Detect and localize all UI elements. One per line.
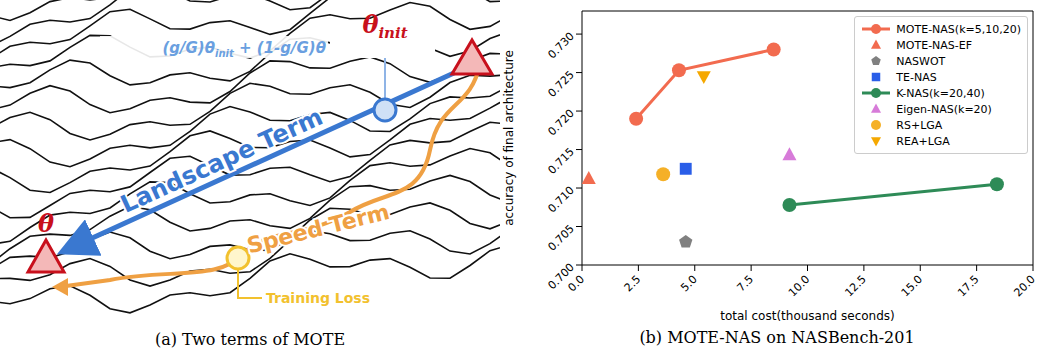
svg-text:5.0: 5.0 bbox=[678, 273, 700, 295]
svg-text:10.0: 10.0 bbox=[786, 273, 813, 300]
html-text:RS+LGA: RS+LGA bbox=[896, 118, 943, 132]
svg-text:7.5: 7.5 bbox=[735, 273, 757, 295]
svg-text:0.715: 0.715 bbox=[545, 145, 576, 176]
svg-text:0.705: 0.705 bbox=[545, 222, 576, 253]
html-text:Eigen-NAS(k=20): Eigen-NAS(k=20) bbox=[896, 102, 992, 116]
svg-text:θinit: θinit bbox=[362, 10, 407, 42]
svg-text:17.5: 17.5 bbox=[955, 273, 982, 300]
svg-text:(a) Two terms of MOTE: (a) Two terms of MOTE bbox=[155, 330, 345, 349]
html-text:REA+LGA: REA+LGA bbox=[896, 134, 950, 148]
svg-text:0.710: 0.710 bbox=[545, 184, 576, 215]
svg-text:12.5: 12.5 bbox=[842, 273, 869, 300]
svg-text:accuracy of final architecture: accuracy of final architecture bbox=[502, 50, 516, 226]
svg-text:θ: θ bbox=[38, 209, 54, 238]
svg-text:2.5: 2.5 bbox=[622, 273, 644, 295]
html-text:(b) MOTE-NAS on NASBench-201: (b) MOTE-NAS on NASBench-201 bbox=[639, 328, 915, 347]
svg-text:0.720: 0.720 bbox=[545, 107, 576, 138]
svg-text:0.700: 0.700 bbox=[545, 261, 576, 292]
html-text:K-NAS(k=20,40): K-NAS(k=20,40) bbox=[896, 86, 985, 100]
svg-text:Training Loss: Training Loss bbox=[266, 290, 370, 306]
html-text:MOTE-NAS-EF: MOTE-NAS-EF bbox=[896, 38, 973, 52]
svg-text:(g/G)θinit + (1-g/G)θ: (g/G)θinit + (1-g/G)θ bbox=[162, 39, 326, 59]
html-text:NASWOT: NASWOT bbox=[896, 54, 946, 68]
svg-text:total cost(thousand seconds): total cost(thousand seconds) bbox=[720, 309, 894, 323]
svg-text:15.0: 15.0 bbox=[899, 273, 926, 300]
svg-text:0.725: 0.725 bbox=[545, 68, 576, 99]
svg-text:Speed Term: Speed Term bbox=[245, 199, 392, 258]
svg-text:0.730: 0.730 bbox=[545, 30, 576, 61]
svg-text:0.0: 0.0 bbox=[565, 272, 587, 295]
html-text:TE-NAS: TE-NAS bbox=[896, 70, 937, 84]
svg-text:20.0: 20.0 bbox=[1011, 273, 1038, 300]
html-text:MOTE-NAS(k=5,10,20): MOTE-NAS(k=5,10,20) bbox=[896, 22, 1021, 36]
svg-text:Landscape Term: Landscape Term bbox=[116, 103, 327, 219]
